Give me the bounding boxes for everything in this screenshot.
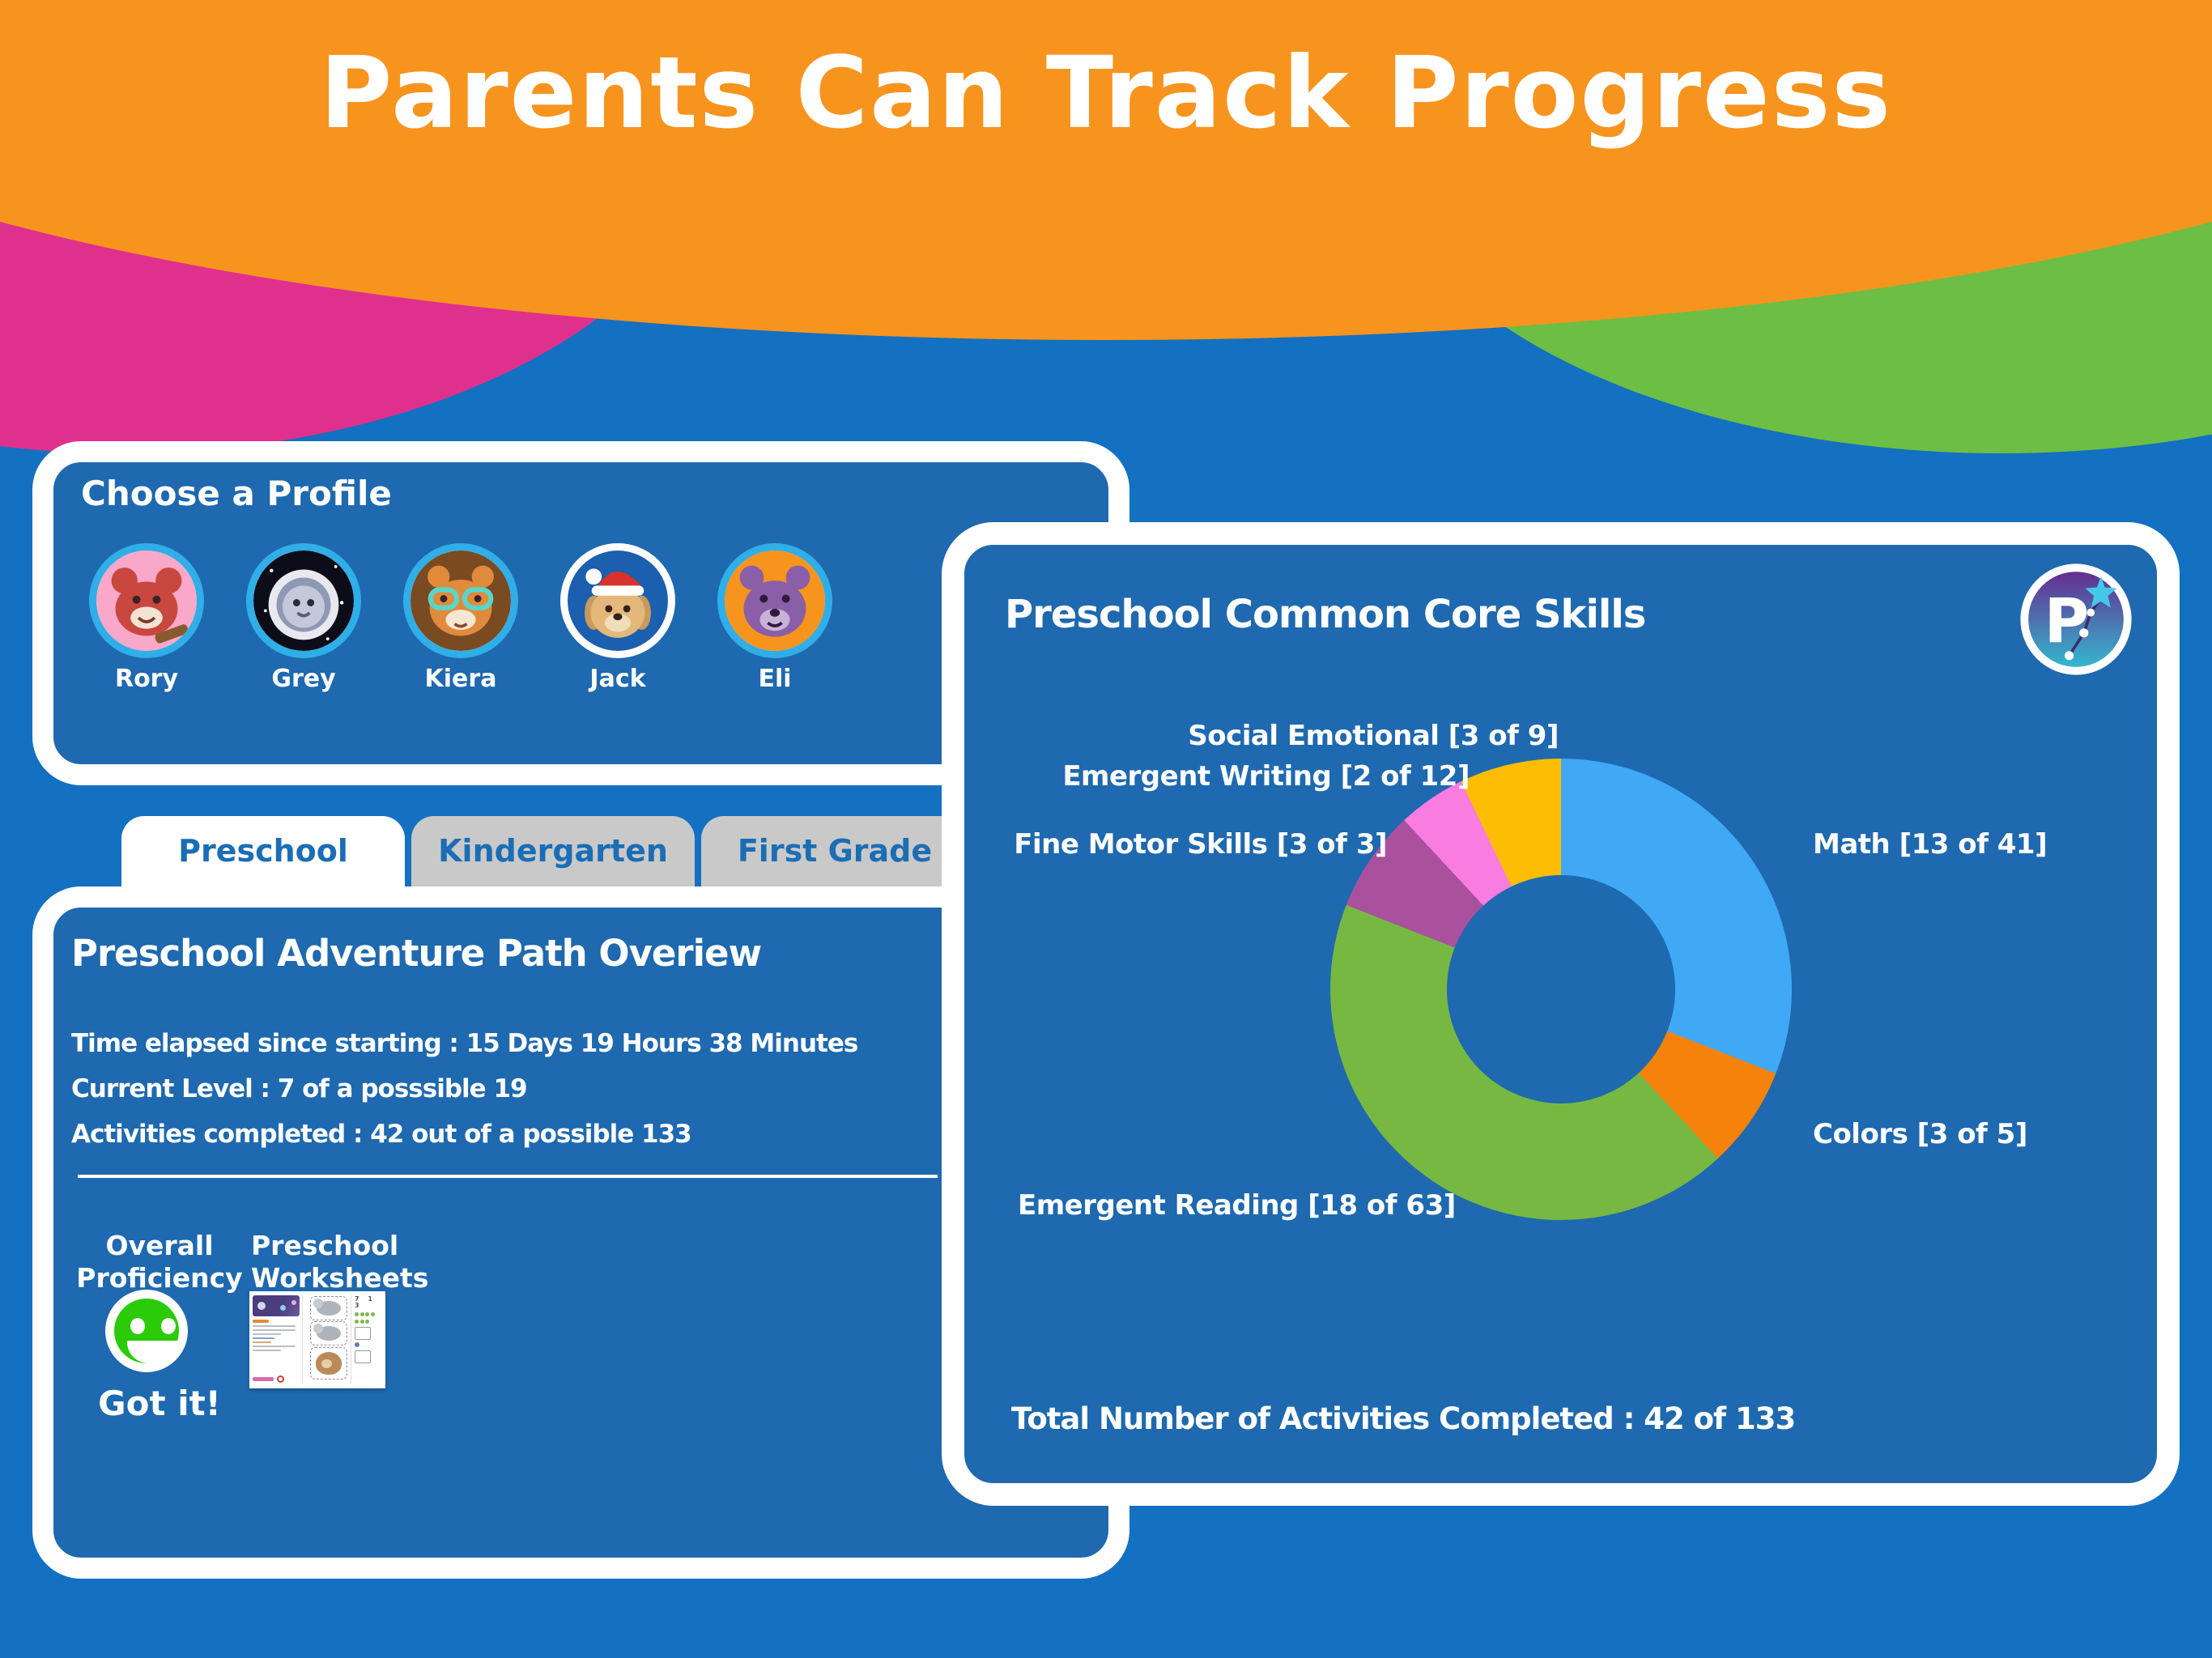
avatar-ring xyxy=(246,543,361,658)
chart-label-fine-motor-skills: Fine Motor Skills [3 of 3] xyxy=(1014,828,1387,861)
avatar-label: Grey xyxy=(271,665,336,693)
header-wave-orange xyxy=(0,0,2212,340)
worksheet-page-middle xyxy=(306,1295,351,1384)
overview-stats: Time elapsed since starting : 15 Days 19… xyxy=(71,1021,858,1157)
worksheet-page-left xyxy=(253,1295,303,1384)
dog-santa-avatar-icon xyxy=(568,551,668,651)
app-logo-icon: P xyxy=(2019,563,2133,676)
avatar-label: Jack xyxy=(589,665,646,693)
avatar-label: Eli xyxy=(758,665,792,693)
proficiency-value: Got it! xyxy=(98,1384,221,1423)
tab-first-grade[interactable]: First Grade xyxy=(701,816,968,886)
profile-rory[interactable]: Rory xyxy=(78,543,215,693)
profile-kiera[interactable]: Kiera xyxy=(392,543,530,693)
choose-profile-panel: Choose a Profile Rory Grey xyxy=(32,441,1129,785)
proficiency-smiley-icon xyxy=(105,1290,188,1372)
total-activities-completed: Total Number of Activities Completed : 4… xyxy=(1011,1401,1796,1436)
worksheet-page-right: 7 1 3 xyxy=(355,1295,382,1384)
stat-current-level: Current Level : 7 of a posssible 19 xyxy=(71,1074,528,1103)
avatar-ring xyxy=(717,543,832,658)
stat-activities-completed: Activities completed : 42 out of a possi… xyxy=(71,1120,692,1149)
common-core-skills-panel: Preschool Common Core Skills P xyxy=(942,522,2180,1506)
divider xyxy=(78,1175,938,1178)
overall-proficiency-label: Overall Proficiency xyxy=(76,1230,243,1294)
avatar-ring xyxy=(89,543,204,658)
squirrel-avatar-icon xyxy=(96,551,197,651)
worksheet-thumbnail[interactable]: 7 1 3 xyxy=(249,1291,385,1388)
avatar-ring xyxy=(560,543,675,658)
chart-label-social-emotional: Social Emotional [3 of 9] xyxy=(1188,720,1559,752)
profile-eli[interactable]: Eli xyxy=(706,543,844,693)
donut-hole xyxy=(1447,875,1675,1103)
chart-label-emergent-reading: Emergent Reading [18 of 63] xyxy=(1018,1189,1456,1222)
avatar-label: Rory xyxy=(114,665,179,693)
choose-profile-title: Choose a Profile xyxy=(81,474,392,513)
tab-kindergarten[interactable]: Kindergarten xyxy=(411,816,695,886)
avatar-label: Kiera xyxy=(424,665,497,693)
tiger-avatar-icon xyxy=(410,551,511,651)
astronaut-avatar-icon xyxy=(253,551,354,651)
tab-preschool[interactable]: Preschool xyxy=(121,816,405,908)
skills-donut-chart xyxy=(1330,759,1792,1220)
profile-grey[interactable]: Grey xyxy=(235,543,372,693)
chart-label-emergent-writing: Emergent Writing [2 of 12] xyxy=(1062,760,1470,793)
chart-label-colors: Colors [3 of 5] xyxy=(1813,1118,2027,1150)
bear-avatar-icon xyxy=(725,551,825,651)
overview-title: Preschool Adventure Path Overiew xyxy=(71,932,762,975)
skills-panel-title: Preschool Common Core Skills xyxy=(1005,592,1646,637)
stat-time-elapsed: Time elapsed since starting : 15 Days 19… xyxy=(71,1029,858,1058)
chart-label-math: Math [13 of 41] xyxy=(1813,828,2048,861)
logo-star-icon xyxy=(2085,576,2117,608)
grade-tabs: Preschool Kindergarten First Grade xyxy=(121,816,968,908)
smiley-eye xyxy=(130,1318,145,1334)
svg-text:P: P xyxy=(2044,585,2089,657)
avatar-ring xyxy=(403,543,518,658)
page-title: Parents Can Track Progress xyxy=(320,36,1892,151)
smiley-eye xyxy=(161,1318,176,1334)
preschool-worksheets-label: Preschool Worksheets xyxy=(251,1230,429,1294)
profile-avatar-row: Rory Grey Kiera xyxy=(78,543,844,693)
profile-jack[interactable]: Jack xyxy=(549,543,687,693)
smiley-mouth xyxy=(127,1341,179,1363)
